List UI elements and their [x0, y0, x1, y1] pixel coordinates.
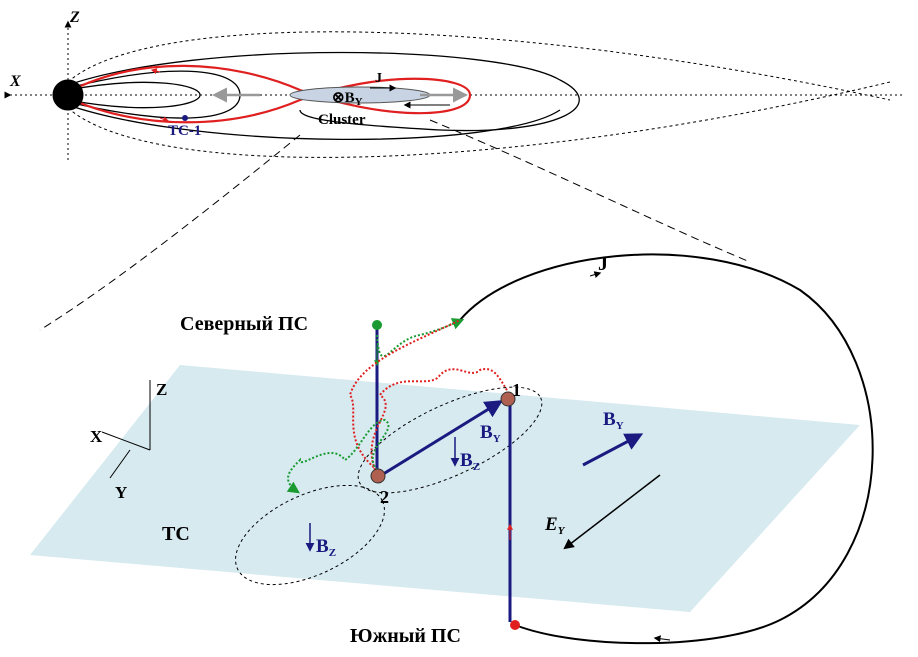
diagram: Z X J ⊗BY TC-1 Cluster J Северный ПС Южн… — [0, 0, 918, 657]
field-sub: Z — [473, 461, 480, 473]
axis-label: Z — [156, 380, 167, 399]
south-label: Южный ПС — [350, 625, 461, 647]
field-base: E — [544, 514, 558, 535]
field-sub: Y — [616, 420, 624, 432]
field-base: B — [316, 536, 329, 557]
magnetosphere — [10, 22, 905, 330]
current-sheet-scene — [30, 254, 873, 643]
tc1-label: TC-1 — [168, 123, 201, 139]
axis-label: Z — [69, 9, 80, 26]
field-sub: Y — [355, 96, 363, 108]
cluster-label: Cluster — [318, 112, 366, 128]
tc-label: TC — [162, 523, 190, 545]
current-label: J — [598, 253, 608, 275]
axis-label: X — [9, 73, 21, 90]
axis-label: X — [90, 427, 103, 446]
point-label: 2 — [380, 487, 389, 507]
field-base: B — [460, 450, 473, 471]
field-sub: Z — [329, 547, 336, 559]
point-label: 1 — [512, 380, 521, 400]
axis-label: Y — [115, 483, 127, 502]
field-base: B — [480, 422, 493, 443]
field-base: B — [603, 409, 616, 430]
current-label: J — [375, 71, 382, 86]
field-base: ⊗B — [332, 90, 355, 106]
north-label: Северный ПС — [180, 313, 308, 335]
field-sub: Y — [493, 433, 501, 445]
